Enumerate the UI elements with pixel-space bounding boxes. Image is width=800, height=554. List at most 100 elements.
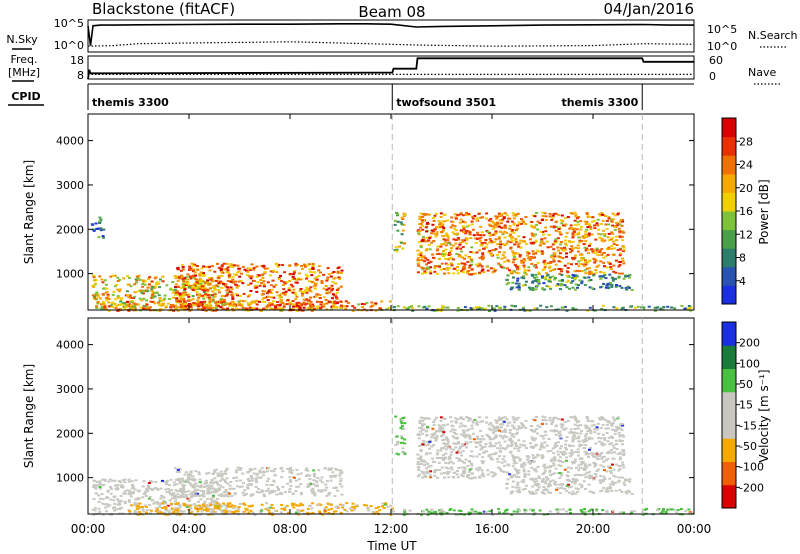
radar-echo-cell bbox=[548, 416, 552, 419]
radar-echo-cell bbox=[512, 256, 516, 258]
radar-echo-cell bbox=[493, 430, 497, 433]
noise-series-group bbox=[87, 22, 695, 47]
radar-echo-cell bbox=[174, 509, 178, 511]
radar-echo-cell bbox=[621, 306, 625, 309]
radar-echo-cell bbox=[194, 482, 198, 485]
radar-echo-cell bbox=[284, 505, 288, 508]
radar-echo-cell bbox=[216, 475, 220, 477]
radar-echo-cell bbox=[609, 470, 613, 472]
radar-echo-cell bbox=[273, 473, 277, 476]
radar-echo-cell bbox=[594, 463, 598, 466]
radar-echo-cell bbox=[401, 247, 405, 250]
radar-echo-cell bbox=[512, 231, 516, 234]
radar-echo-cell bbox=[553, 278, 557, 281]
radar-echo-cell bbox=[246, 471, 250, 474]
radar-echo-cell bbox=[208, 302, 212, 305]
radar-echo-cell bbox=[434, 235, 438, 238]
radar-echo-cell bbox=[613, 225, 617, 228]
radar-echo-cell bbox=[189, 473, 193, 476]
radar-echo-cell bbox=[624, 286, 628, 289]
radar-echo-cell bbox=[444, 244, 448, 247]
radar-echo-cell bbox=[607, 217, 611, 220]
radar-echo-cell bbox=[282, 288, 286, 291]
radar-echo-cell bbox=[306, 469, 310, 472]
radar-echo-cell bbox=[611, 483, 615, 486]
radar-echo-cell bbox=[417, 265, 421, 267]
radar-echo-cell bbox=[468, 435, 472, 438]
radar-echo-cell bbox=[262, 285, 266, 288]
radar-echo-cell bbox=[613, 277, 617, 280]
radar-echo-cell bbox=[577, 469, 581, 472]
radar-echo-cell bbox=[182, 488, 185, 491]
radar-echo-cell bbox=[265, 480, 269, 483]
radar-echo-cell bbox=[452, 509, 456, 512]
radar-echo-cell bbox=[485, 217, 488, 220]
radar-echo-cell bbox=[566, 267, 570, 269]
radar-echo-cell bbox=[284, 292, 287, 295]
radar-echo-cell bbox=[571, 460, 574, 463]
radar-echo-cell bbox=[211, 285, 215, 288]
radar-echo-cell bbox=[310, 303, 314, 306]
radar-echo-cell bbox=[620, 428, 624, 431]
radar-echo-cell bbox=[524, 280, 528, 283]
radar-echo-cell bbox=[308, 302, 311, 305]
radar-echo-cell bbox=[607, 450, 611, 453]
radar-echo-cell bbox=[130, 480, 134, 483]
colorbar-tick-label: 100 bbox=[739, 357, 760, 370]
radar-echo-cell bbox=[488, 241, 492, 244]
radar-echo-cell bbox=[282, 291, 286, 294]
radar-echo-cell bbox=[459, 422, 463, 425]
radar-echo-cell bbox=[576, 490, 579, 493]
radar-echo-cell bbox=[215, 490, 219, 493]
radar-echo-cell bbox=[493, 232, 497, 235]
radar-echo-cell bbox=[338, 474, 342, 477]
radar-echo-cell bbox=[216, 304, 220, 307]
radar-echo-cell bbox=[619, 423, 623, 426]
radar-echo-cell bbox=[248, 306, 252, 309]
radar-echo-cell bbox=[487, 427, 491, 430]
radar-echo-cell bbox=[578, 443, 582, 446]
radar-echo-cell bbox=[179, 494, 183, 497]
radar-echo-cell bbox=[461, 443, 465, 446]
radar-echo-cell bbox=[249, 494, 253, 496]
radar-echo-cell bbox=[319, 301, 323, 303]
radar-echo-cell bbox=[573, 254, 577, 257]
velocity-y-axis-label: Slant Range [km] bbox=[22, 364, 36, 468]
radar-echo-cell bbox=[576, 233, 580, 236]
radar-echo-cell bbox=[484, 443, 488, 445]
radar-echo-cell bbox=[420, 219, 424, 222]
radar-echo-cell bbox=[416, 271, 420, 274]
radar-echo-cell bbox=[464, 232, 468, 235]
radar-echo-cell bbox=[549, 429, 553, 432]
radar-echo-cell bbox=[312, 285, 316, 288]
radar-echo-cell bbox=[542, 489, 546, 491]
radar-echo-cell bbox=[482, 460, 486, 463]
radar-echo-cell bbox=[604, 223, 608, 226]
radar-echo-cell bbox=[449, 243, 453, 246]
radar-echo-cell bbox=[214, 468, 218, 471]
radar-echo-cell bbox=[550, 219, 554, 221]
radar-echo-cell bbox=[483, 445, 487, 448]
radar-echo-cell bbox=[563, 246, 566, 249]
radar-echo-cell bbox=[610, 451, 614, 454]
radar-echo-cell bbox=[403, 438, 407, 441]
radar-echo-cell bbox=[127, 296, 131, 299]
radar-echo-cell bbox=[192, 485, 196, 488]
y-tick-label: 1000 bbox=[56, 268, 84, 281]
radar-echo-cell bbox=[642, 307, 645, 310]
radar-echo-cell bbox=[464, 242, 468, 245]
radar-echo-cell bbox=[198, 513, 202, 516]
radar-echo-cell bbox=[223, 470, 227, 473]
radar-echo-cell bbox=[501, 243, 505, 246]
radar-echo-cell bbox=[561, 483, 565, 486]
radar-echo-cell bbox=[433, 267, 437, 270]
radar-echo-cell bbox=[497, 237, 501, 240]
radar-echo-cell bbox=[230, 495, 234, 498]
radar-echo-cell bbox=[524, 216, 528, 218]
radar-echo-cell bbox=[221, 502, 225, 505]
radar-echo-cell bbox=[154, 507, 158, 510]
radar-echo-cell bbox=[437, 220, 441, 223]
radar-echo-cell bbox=[533, 483, 537, 486]
radar-echo-cell bbox=[224, 510, 228, 512]
radar-echo-cell bbox=[452, 476, 456, 479]
